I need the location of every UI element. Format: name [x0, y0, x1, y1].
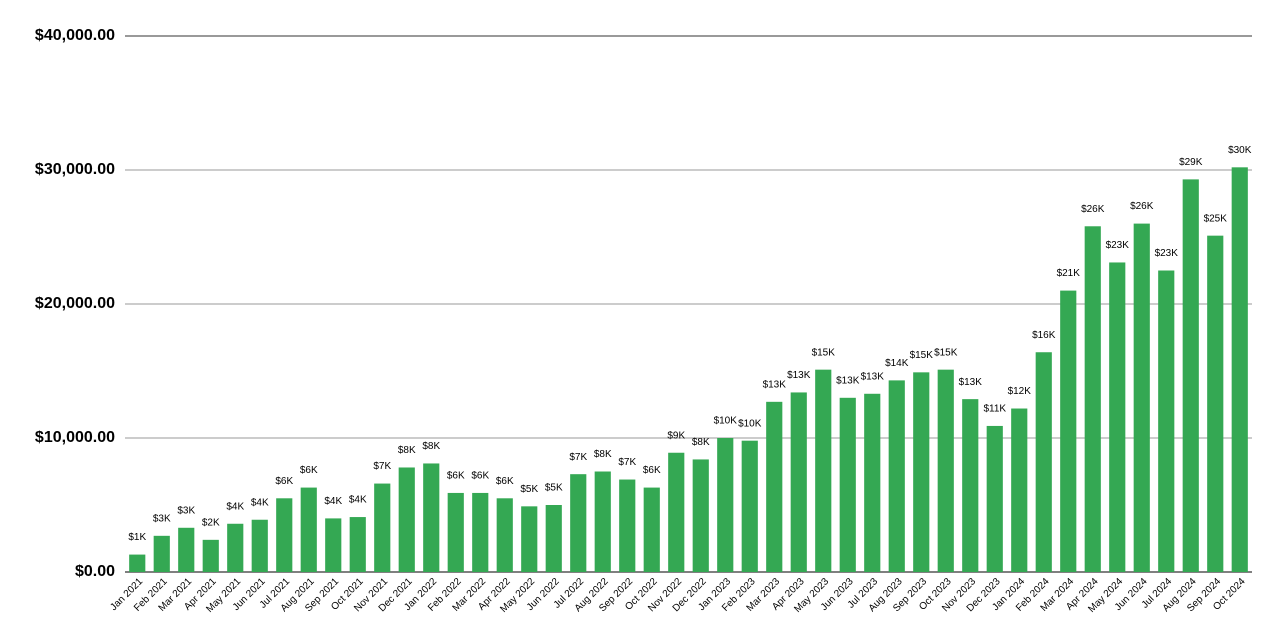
y-tick-label: $40,000.00: [35, 27, 115, 44]
data-label: $6K: [300, 465, 318, 476]
bar: [815, 369, 832, 572]
data-label: $14K: [885, 358, 909, 369]
data-label: $12K: [1008, 386, 1032, 397]
data-label: $13K: [787, 370, 811, 381]
y-tick-label: $0.00: [75, 563, 115, 580]
bar: [1133, 223, 1150, 572]
bar: [398, 467, 415, 572]
bar: [1182, 179, 1199, 572]
data-label: $10K: [738, 418, 762, 429]
bar: [741, 440, 758, 572]
data-label: $13K: [763, 379, 787, 390]
bar: [374, 483, 391, 572]
data-label: $25K: [1204, 213, 1228, 224]
bar: [251, 519, 268, 572]
bar: [962, 399, 979, 572]
data-label: $6K: [447, 471, 465, 482]
data-label: $4K: [349, 495, 367, 506]
bar: [1207, 235, 1224, 572]
data-label: $15K: [934, 347, 958, 358]
y-tick-label: $30,000.00: [35, 161, 115, 178]
bar: [521, 506, 538, 572]
bar: [1035, 352, 1052, 572]
bar: [1231, 167, 1248, 572]
data-label: $8K: [422, 441, 440, 452]
data-label: $13K: [836, 375, 860, 386]
bar: [1011, 408, 1028, 572]
bar: [1084, 226, 1101, 572]
data-label: $6K: [275, 476, 293, 487]
data-label: $21K: [1057, 268, 1081, 279]
y-tick-label: $20,000.00: [35, 295, 115, 312]
bar: [276, 498, 293, 572]
bar: [986, 425, 1003, 572]
bar: [643, 487, 660, 572]
data-label: $13K: [861, 371, 885, 382]
bar: [766, 401, 783, 572]
data-label: $15K: [910, 350, 934, 361]
data-label: $9K: [667, 430, 685, 441]
data-label: $26K: [1130, 201, 1154, 212]
y-tick-label: $10,000.00: [35, 429, 115, 446]
bar: [129, 554, 146, 572]
data-label: $4K: [324, 496, 342, 507]
bar: [153, 535, 170, 572]
bar: [1158, 270, 1175, 572]
data-label: $23K: [1106, 240, 1130, 251]
bar: [839, 397, 856, 572]
bar: [178, 527, 195, 572]
data-label: $6K: [471, 471, 489, 482]
data-label: $16K: [1032, 330, 1056, 341]
data-label: $23K: [1155, 248, 1179, 259]
data-label: $5K: [520, 484, 538, 495]
data-label: $8K: [398, 445, 416, 456]
data-label: $15K: [812, 347, 836, 358]
bar: [668, 452, 685, 572]
data-label: $8K: [594, 449, 612, 460]
bar: [202, 539, 219, 572]
data-label: $13K: [959, 377, 983, 388]
data-label: $4K: [251, 497, 269, 508]
bar: [1060, 290, 1077, 572]
data-label: $1K: [128, 532, 146, 543]
data-label: $5K: [545, 483, 563, 494]
data-label: $7K: [618, 457, 636, 468]
bar: [570, 474, 587, 572]
bar: [325, 518, 342, 572]
data-label: $7K: [569, 452, 587, 463]
bar: [888, 380, 905, 572]
data-label: $8K: [692, 437, 710, 448]
bar: [300, 487, 317, 572]
bar: [472, 492, 489, 572]
bar: [717, 438, 734, 572]
bar: [790, 392, 807, 572]
data-label: $30K: [1228, 145, 1252, 156]
data-label: $26K: [1081, 204, 1105, 215]
bar: [864, 393, 881, 572]
data-label: $29K: [1179, 157, 1203, 168]
data-label: $2K: [202, 517, 220, 528]
bar: [619, 479, 636, 572]
bar: [545, 505, 562, 572]
bar: [447, 492, 464, 572]
data-label: $11K: [983, 404, 1006, 415]
bar: [937, 369, 954, 572]
data-label: $6K: [643, 465, 661, 476]
data-label: $10K: [714, 416, 738, 427]
bar: [423, 463, 440, 572]
data-label: $3K: [153, 513, 171, 524]
data-label: $3K: [177, 505, 195, 516]
bar: [594, 471, 611, 572]
bar: [349, 517, 366, 572]
bar: [1109, 262, 1126, 572]
bar: [227, 523, 244, 572]
data-label: $6K: [496, 476, 514, 487]
bar: [913, 372, 930, 572]
data-label: $4K: [226, 501, 244, 512]
data-label: $7K: [373, 461, 391, 472]
bar: [692, 459, 709, 572]
bar: [496, 498, 513, 572]
